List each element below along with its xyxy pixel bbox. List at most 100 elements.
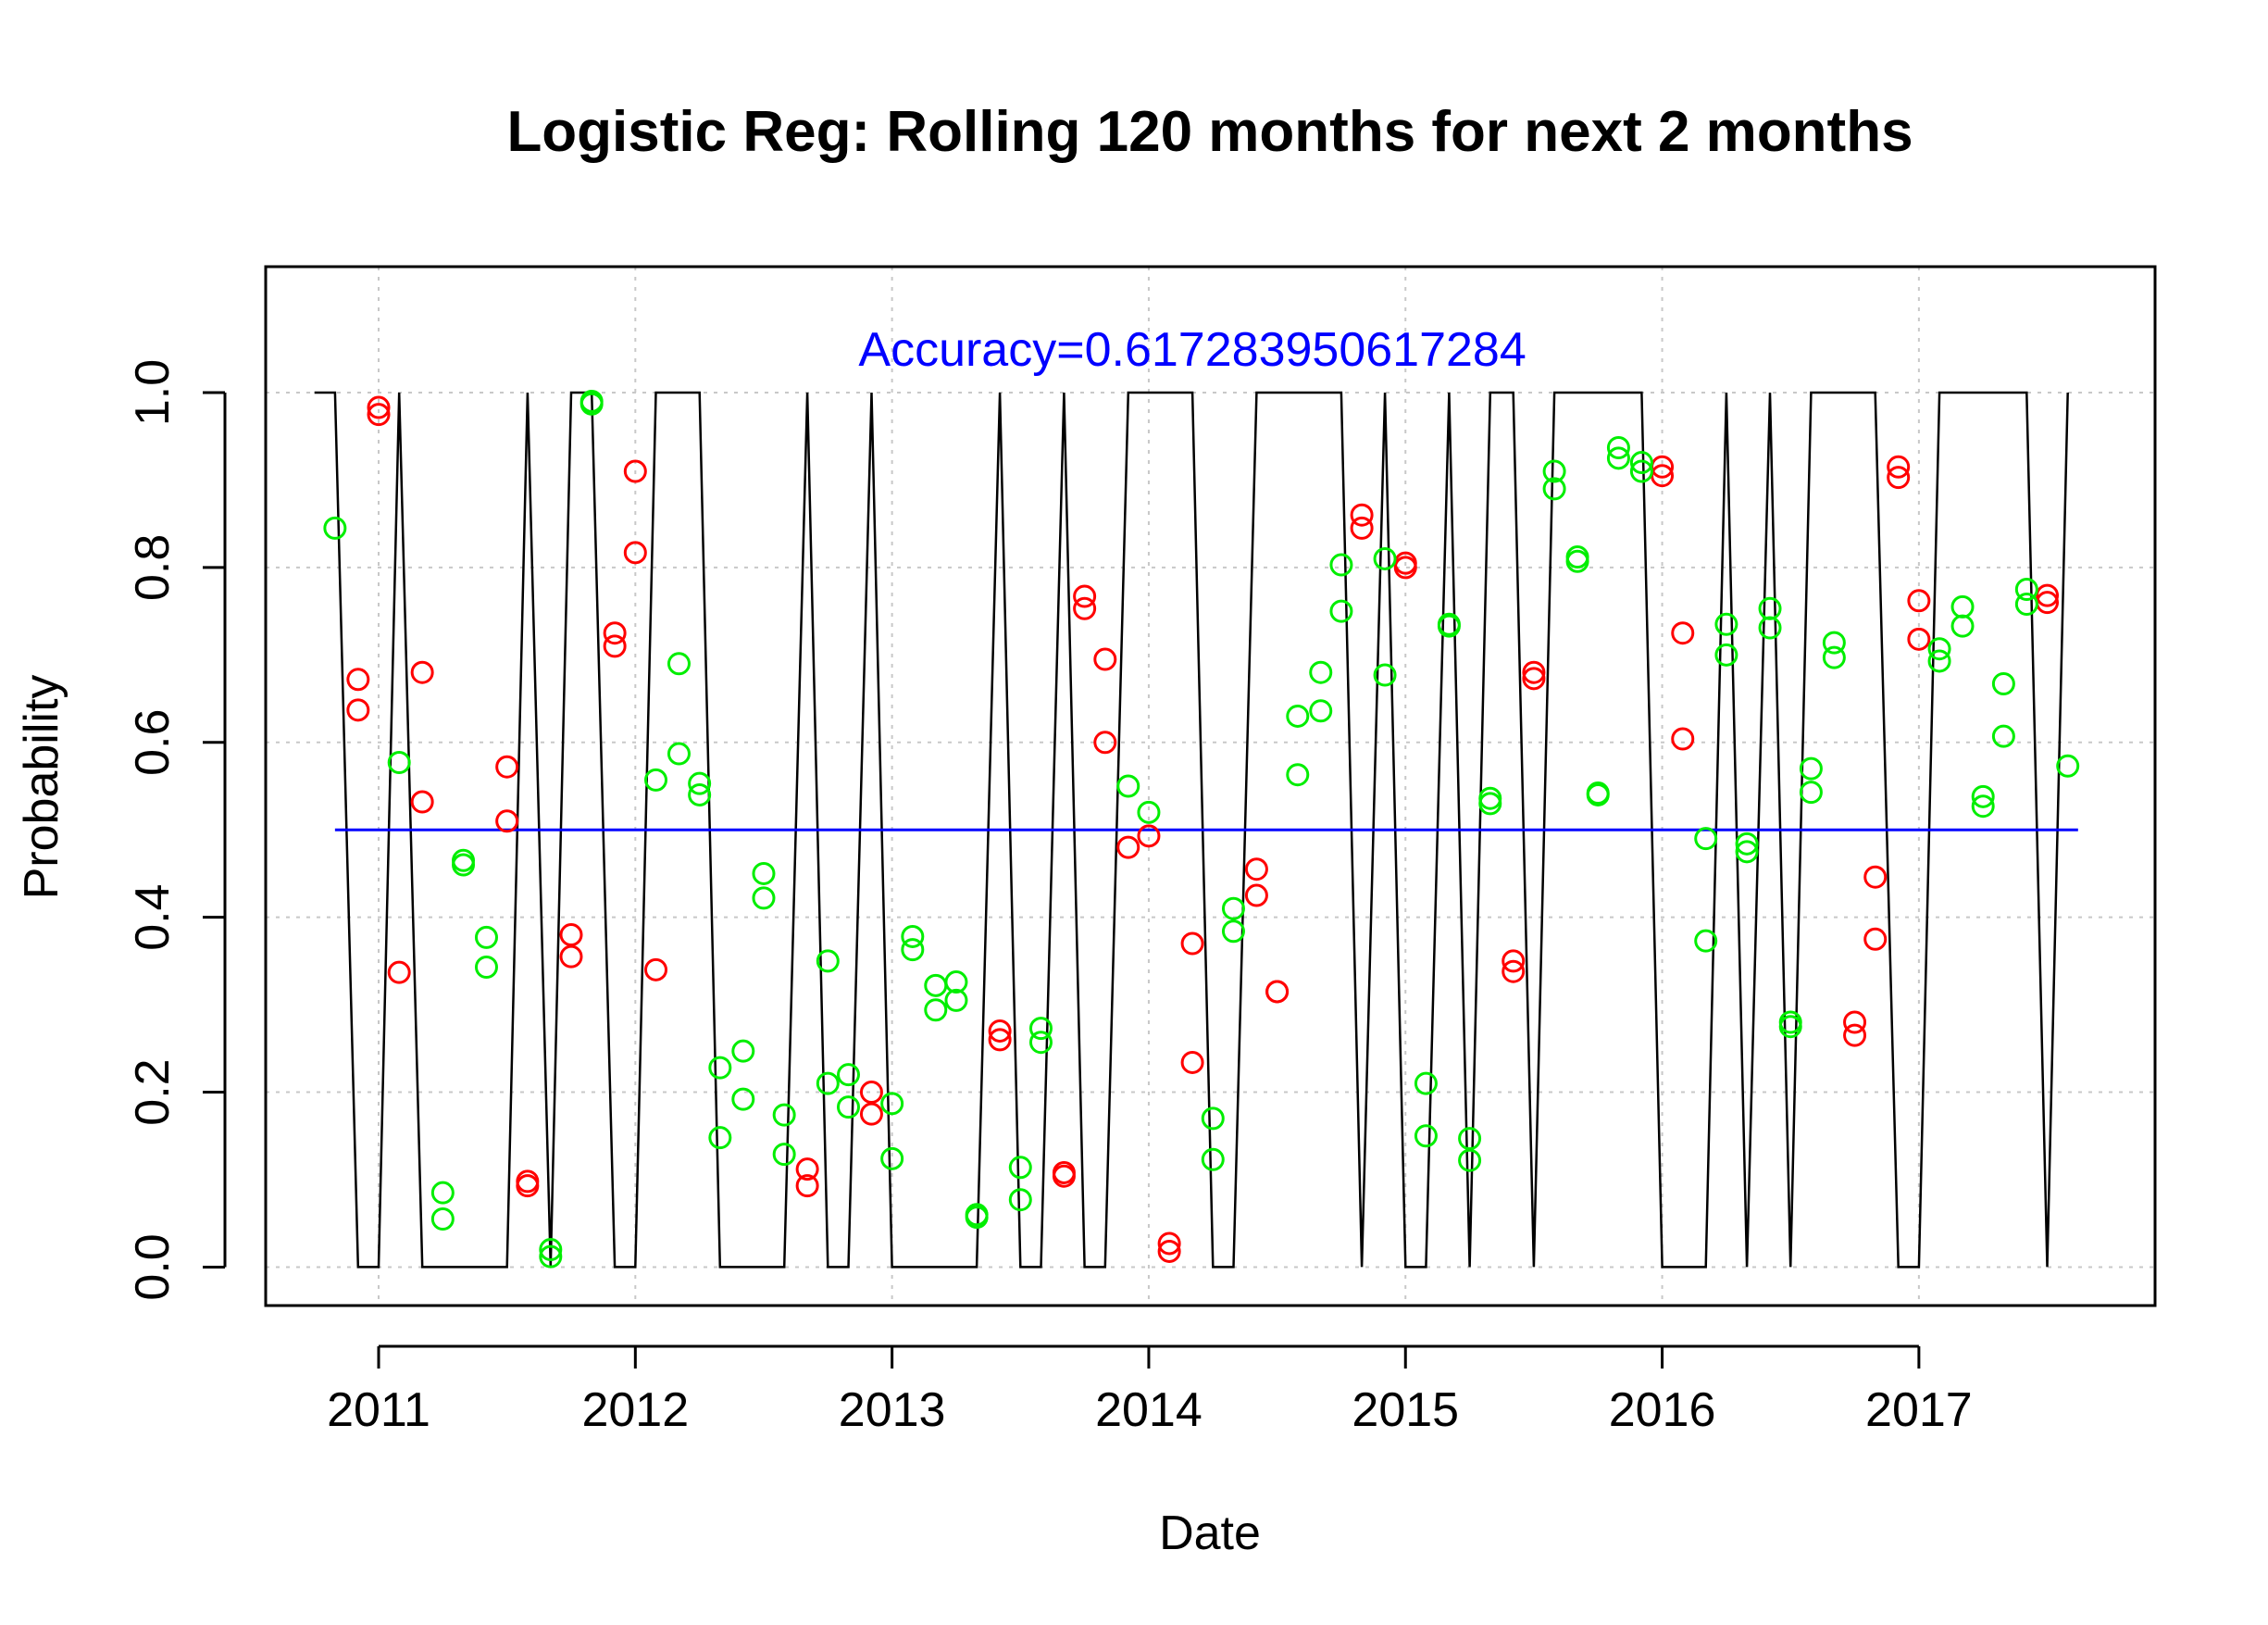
data-point-red bbox=[1073, 584, 1097, 608]
data-point-green bbox=[1735, 840, 1759, 864]
data-point-green bbox=[1201, 1147, 1225, 1171]
data-point-green bbox=[1694, 827, 1718, 851]
data-point-green bbox=[1309, 699, 1333, 723]
data-point-green bbox=[1822, 645, 1846, 669]
data-point-red bbox=[859, 1102, 883, 1126]
x-tick-label: 2011 bbox=[327, 1383, 430, 1437]
data-point-green bbox=[474, 956, 498, 979]
data-point-red bbox=[623, 541, 647, 565]
data-point-green bbox=[1028, 1017, 1053, 1041]
data-point-green bbox=[708, 1056, 732, 1080]
data-point-red bbox=[1350, 516, 1374, 540]
data-point-red bbox=[1843, 1010, 1867, 1034]
x-tick-label: 2017 bbox=[1865, 1383, 1973, 1437]
data-point-green bbox=[965, 1206, 989, 1230]
accuracy-annotation: Accuracy=0.617283950617284 bbox=[858, 323, 1526, 377]
data-point-green bbox=[1373, 546, 1397, 570]
data-point-green bbox=[816, 1071, 840, 1095]
y-tick-label: 0.0 bbox=[126, 1233, 180, 1300]
data-point-red bbox=[795, 1174, 819, 1198]
data-point-green bbox=[1028, 1031, 1053, 1055]
data-point-red bbox=[1052, 1164, 1076, 1188]
data-point-green bbox=[539, 1244, 563, 1269]
data-point-green bbox=[2056, 754, 2080, 778]
x-axis-label: Date bbox=[1159, 1506, 1261, 1560]
data-point-green bbox=[1309, 660, 1333, 684]
data-point-red bbox=[1502, 959, 1526, 983]
data-point-green bbox=[1606, 436, 1630, 459]
data-point-red bbox=[1157, 1231, 1181, 1256]
data-point-red bbox=[1522, 667, 1546, 691]
point-layer bbox=[323, 389, 2080, 1269]
data-point-green bbox=[1478, 792, 1502, 816]
y-tick-label: 1.0 bbox=[126, 359, 180, 426]
data-point-green bbox=[688, 782, 712, 806]
data-point-red bbox=[1180, 931, 1204, 956]
data-point-green bbox=[772, 1103, 796, 1127]
data-point-green bbox=[1694, 929, 1718, 953]
data-point-green bbox=[1606, 446, 1630, 470]
data-point-green bbox=[644, 768, 668, 792]
data-point-red bbox=[559, 944, 583, 969]
grid-layer bbox=[266, 267, 2155, 1306]
data-point-red bbox=[1116, 835, 1140, 859]
data-point-green bbox=[1286, 704, 1310, 728]
data-point-green bbox=[539, 1238, 563, 1262]
data-point-green bbox=[836, 1095, 860, 1119]
data-point-green bbox=[579, 392, 604, 416]
data-point-green bbox=[1927, 637, 1951, 661]
data-point-green bbox=[1714, 643, 1738, 667]
y-tick-label: 0.2 bbox=[126, 1058, 180, 1125]
data-point-red bbox=[1393, 556, 1417, 580]
data-point-red bbox=[367, 395, 391, 419]
data-point-green bbox=[667, 742, 691, 766]
data-point-green bbox=[430, 1181, 455, 1205]
data-point-red bbox=[1843, 1023, 1867, 1047]
data-point-green bbox=[924, 998, 948, 1022]
data-point-red bbox=[367, 403, 391, 427]
data-point-red bbox=[387, 960, 411, 984]
data-point-green bbox=[688, 771, 712, 795]
data-point-red bbox=[1350, 503, 1374, 527]
x-tick-label: 2015 bbox=[1352, 1383, 1459, 1437]
data-point-green bbox=[430, 1207, 455, 1231]
data-point-green bbox=[2014, 593, 2038, 617]
data-point-green bbox=[474, 925, 498, 949]
data-point-green bbox=[323, 516, 347, 540]
data-point-green bbox=[1414, 1071, 1438, 1095]
data-point-green bbox=[731, 1039, 755, 1063]
data-point-green bbox=[944, 988, 968, 1012]
data-point-red bbox=[1244, 857, 1268, 881]
data-point-red bbox=[859, 1081, 883, 1105]
data-point-red bbox=[1137, 824, 1161, 848]
data-point-green bbox=[387, 751, 411, 774]
data-point-red bbox=[1863, 927, 1888, 951]
prediction-line bbox=[314, 391, 2069, 1269]
data-point-green bbox=[1714, 612, 1738, 636]
data-point-green bbox=[1329, 599, 1353, 623]
data-point-red bbox=[1522, 660, 1546, 684]
data-point-green bbox=[1437, 614, 1461, 638]
data-point-red bbox=[346, 698, 370, 722]
data-point-red bbox=[1671, 727, 1695, 751]
data-point-red bbox=[623, 459, 647, 483]
data-point-green bbox=[1008, 1188, 1032, 1212]
data-point-green bbox=[944, 970, 968, 994]
axis-layer: 2011 2012 2013 2014 2015 2016 2017 0.0 0.2 0.4 0.6… bbox=[126, 359, 1973, 1437]
data-point-green bbox=[816, 949, 840, 973]
data-point-green bbox=[1629, 459, 1653, 483]
data-point-green bbox=[1329, 553, 1353, 577]
data-point-green bbox=[667, 652, 691, 676]
data-point-green bbox=[1565, 549, 1589, 573]
plot-frame bbox=[264, 265, 2157, 1307]
data-point-green bbox=[1414, 1124, 1438, 1148]
data-point-red bbox=[1671, 621, 1695, 645]
data-point-green bbox=[1373, 663, 1397, 687]
data-point-red bbox=[1093, 647, 1117, 671]
data-point-red bbox=[516, 1174, 540, 1198]
y-axis-label: Probability bbox=[15, 675, 69, 900]
data-point-green bbox=[880, 1146, 904, 1170]
data-point-green bbox=[1221, 896, 1245, 920]
